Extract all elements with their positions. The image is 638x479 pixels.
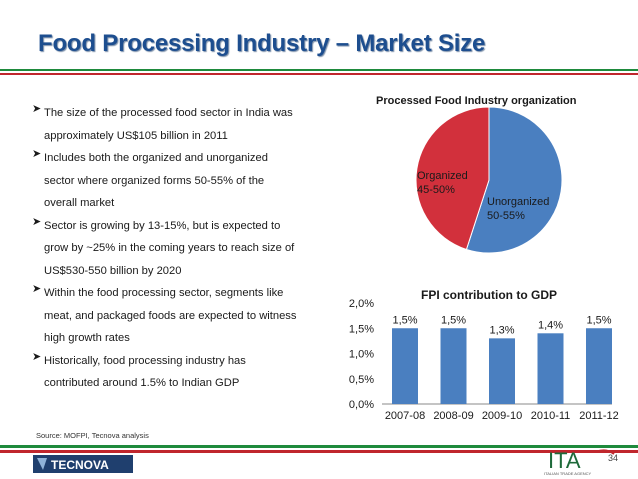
bar-category-label: 2009-10 [482,410,522,422]
bullet-list: ➤ The size of the processed food sector … [32,102,344,395]
ita-logo-subtitle: ITALIAN TRADE AGENCY [544,471,592,476]
footer-divider-red [0,450,638,453]
bullet-line: Historically, food processing industry h… [44,354,246,367]
page-number: 34 [608,453,619,463]
bar-y-tick-label: 2,0% [349,298,374,310]
bar [392,328,418,404]
ita-swoosh-icon [595,449,615,455]
pie-slice-unorganized [465,106,563,254]
bullet-line: contributed around 1.5% to Indian GDP [44,377,240,389]
bullet-line: approximately US$105 billion in 2011 [44,129,228,142]
arrow-bullet-icon: ➤ [32,350,42,363]
bullet-item: ➤ Sector is growing by 13-15%, but is ex… [32,215,344,283]
footer-divider-white [0,448,638,450]
tecnova-logo: TECNOVA [33,455,133,473]
bar-y-tick-label: 1,0% [349,349,374,361]
pie-label-organized-name: Organized [417,170,468,182]
slide-title: Food Processing Industry – Market Size [38,30,486,57]
pie-label-unorganized-range: 50-55% [487,210,525,222]
bar [489,338,515,404]
bullet-line: Within the food processing sector, segme… [44,287,284,299]
bullet-line: Includes both the organized and unorgani… [44,152,268,164]
divider-red [0,73,638,75]
tecnova-logo-text: TECNOVA [51,458,109,472]
bar-y-tick-label: 0,5% [349,374,374,386]
bullet-item: ➤ Within the food processing sector, seg… [32,282,344,350]
arrow-bullet-icon: ➤ [32,148,42,160]
bullet-line: high growth rates [44,332,130,344]
bar-chart-title: FPI contribution to GDP [421,288,557,302]
bullet-line: US$530-550 billion by 2020 [44,264,182,277]
arrow-bullet-icon: ➤ [32,215,42,228]
bar-category-label: 2010-11 [531,410,571,422]
bar-y-tick-label: 0,0% [349,399,374,411]
bar-value-label: 1,3% [489,324,514,336]
pie-label-organized-range: 45-50% [417,184,455,196]
bar [586,328,612,404]
ita-logo: ITA ITALIAN TRADE AGENCY [544,448,615,476]
bar-category-label: 2007-08 [385,410,425,422]
bullet-line: overall market [44,197,115,209]
bar-category-label: 2011-12 [579,410,619,422]
ita-logo-text: ITA [548,448,581,473]
pie-chart-title: Processed Food Industry organization [376,95,577,107]
pie-slice-organized [415,106,490,251]
arrow-bullet-icon: ➤ [32,103,42,115]
bullet-item: ➤ Historically, food processing industry… [32,350,344,395]
bar-value-label: 1,5% [586,314,611,326]
bullet-line: grow by ~25% in the coming years to reac… [44,242,295,254]
bullet-line: Sector is growing by 13-15%, but is expe… [44,219,281,232]
bar-value-label: 1,5% [392,314,417,326]
bullet-line: The size of the processed food sector in… [44,107,293,119]
bullet-item: ➤ The size of the processed food sector … [32,102,344,147]
footer-divider-green [0,445,638,448]
source-note: Source: MOFPI, Tecnova analysis [36,431,149,440]
bullet-line: meat, and packaged foods are expected to… [44,309,297,322]
divider-white [0,71,638,73]
bullet-item: ➤ Includes both the organized and unorga… [32,147,344,215]
divider-green [0,69,638,71]
bar-y-tick-label: 1,5% [349,323,374,335]
bar-value-label: 1,5% [441,314,466,326]
bar [440,328,467,404]
arrow-bullet-icon: ➤ [32,283,42,295]
pie-label-unorganized-name: Unorganized [487,196,549,208]
tecnova-emblem-icon [37,458,47,470]
bar-value-label: 1,4% [538,319,563,331]
bar-category-label: 2008-09 [433,410,473,422]
bullet-line: sector where organized forms 50-55% of t… [44,174,265,187]
bar [537,333,564,404]
